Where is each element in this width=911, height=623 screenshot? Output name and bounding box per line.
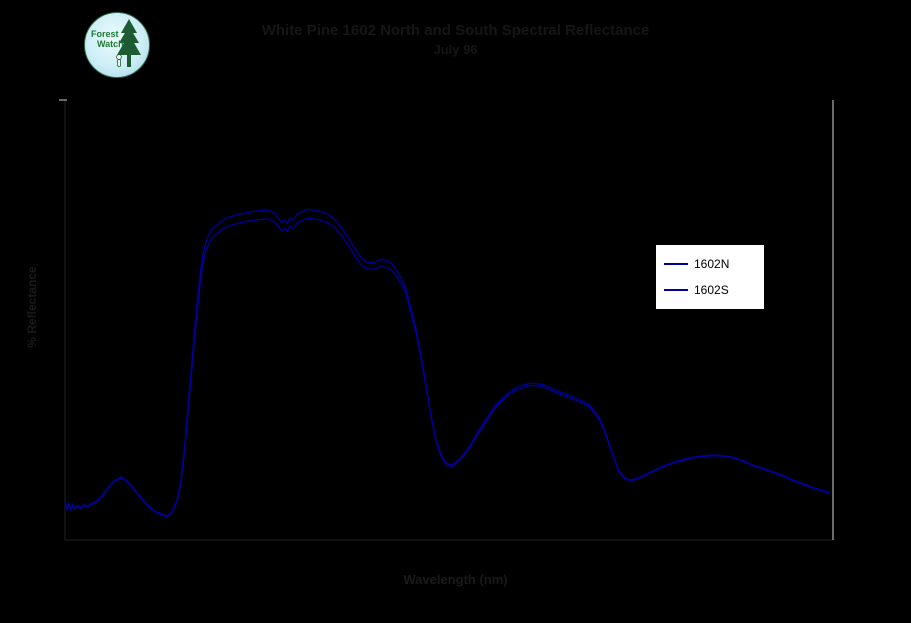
- logo-text-line1: Forest: [91, 29, 119, 39]
- x-axis-label: Wavelength (nm): [403, 572, 508, 587]
- legend-label-1602N: 1602N: [694, 257, 730, 271]
- hiker-icon: [116, 54, 122, 67]
- pine-tree-icon: [116, 19, 141, 67]
- legend-line-swatch-1602N: [664, 263, 688, 265]
- legend-line-swatch-1602S: [664, 289, 688, 291]
- legend-label-1602S: 1602S: [694, 283, 729, 297]
- legend: 1602N 1602S: [655, 244, 765, 310]
- logo-text-line2: Watch: [97, 39, 124, 49]
- series-line-1602S: [64, 217, 830, 518]
- logo-text: Forest Watch: [91, 29, 124, 49]
- chart-title: White Pine 1602 North and South Spectral…: [261, 22, 650, 39]
- legend-row-1602S: 1602S: [664, 283, 756, 297]
- chart-subtitle: July 96: [433, 42, 478, 57]
- forest-watch-logo: Forest Watch: [84, 12, 150, 78]
- legend-row-1602N: 1602N: [664, 257, 756, 271]
